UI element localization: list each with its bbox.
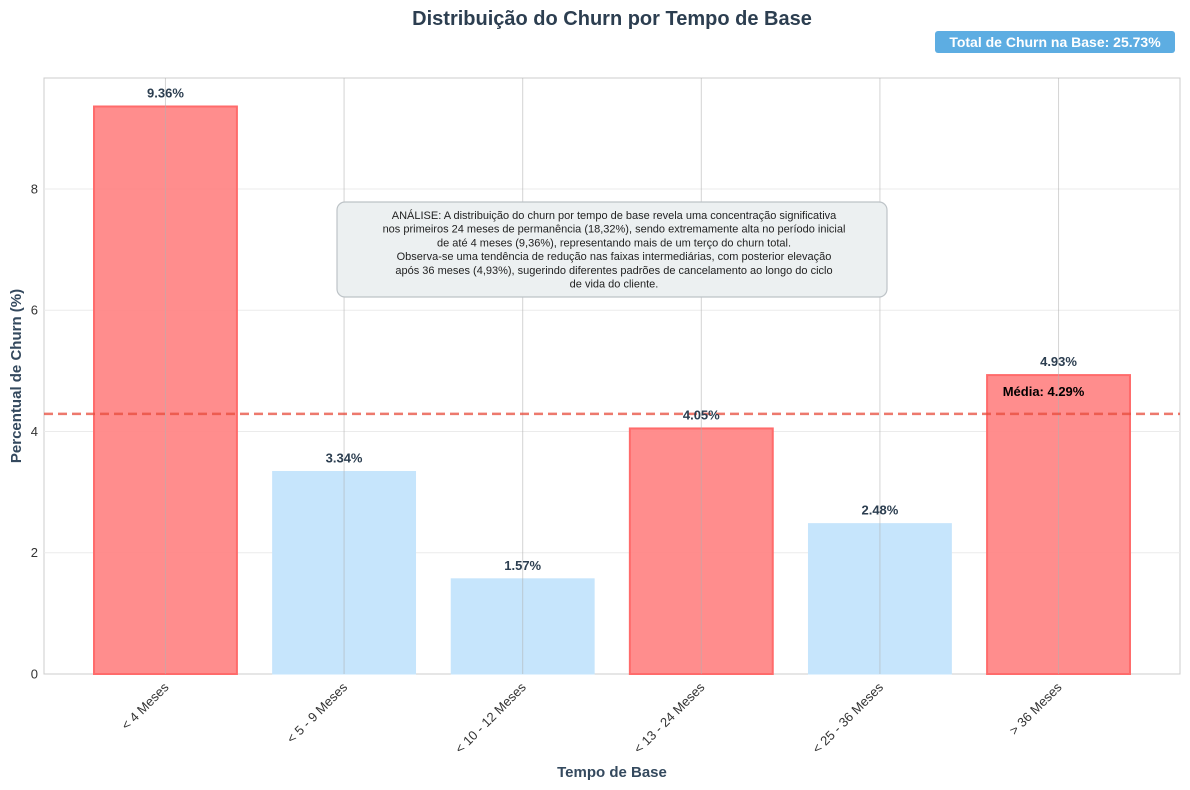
x-tick-label-5: > 36 Meses: [1006, 679, 1065, 738]
badge-background: [935, 31, 1175, 53]
y-tick-labels: 0 2 4 6 8: [31, 181, 38, 681]
y-tick-label: 4: [31, 424, 38, 439]
x-tick-label-1: < 5 - 9 Meses: [284, 679, 351, 746]
data-label-1: 3.34%: [326, 450, 363, 465]
x-axis-title: Tempo de Base: [557, 764, 667, 781]
x-tick-label-0: < 4 Meses: [118, 679, 172, 733]
total-churn-badge: Total de Churn na Base: 25.73%: [935, 31, 1175, 53]
data-label-5: 4.93%: [1040, 354, 1077, 369]
x-tick-label-4: < 25 - 36 Meses: [809, 679, 886, 756]
vertical-grid-lines: [164, 78, 1060, 674]
annotation-line: ANÁLISE: A distribuição do churn por tem…: [392, 209, 837, 222]
data-label-4: 2.48%: [861, 503, 898, 518]
y-tick-label: 2: [31, 545, 38, 560]
mean-line-group: Média: 4.29%: [44, 384, 1180, 416]
annotation-line: de até 4 meses (9,36%), representando ma…: [437, 237, 791, 249]
y-tick-label: 8: [31, 181, 38, 196]
annotation-line: Observa-se uma tendência de redução nas …: [397, 251, 832, 263]
plot-area-frame: [43, 77, 1181, 675]
bars: [93, 105, 1131, 676]
data-label-0: 9.36%: [147, 85, 184, 100]
x-tick-label-3: < 13 - 24 Meses: [631, 679, 708, 756]
annotation-line: nos primeiros 24 meses de permanência (1…: [383, 224, 846, 236]
chart-title: Distribuição do Churn por Tempo de Base: [412, 8, 812, 30]
data-label-2: 1.57%: [504, 558, 541, 573]
y-tick-label: 6: [31, 303, 38, 318]
mean-line-label: Média: 4.29%: [1003, 384, 1085, 399]
annotation-line: de vida do cliente.: [570, 279, 659, 291]
data-labels: 9.36% 3.34% 1.57% 4.05% 2.48% 4.93%: [147, 85, 1077, 572]
annotation-box: [336, 201, 888, 298]
data-label-3: 4.05%: [683, 407, 720, 422]
y-axis-title: Percentual de Churn (%): [8, 289, 25, 463]
annotation-lines: ANÁLISE: A distribuição do churn por tem…: [383, 209, 846, 291]
y-tick-label: 0: [31, 667, 38, 682]
x-tick-label-2: < 10 - 12 Meses: [452, 679, 529, 756]
badge-text: Total de Churn na Base: 25.73%: [949, 34, 1161, 50]
annotation-line: após 36 meses (4,93%), sugerindo diferen…: [395, 265, 832, 277]
x-tick-labels: < 4 Meses < 5 - 9 Meses < 10 - 12 Meses < 1…: [118, 679, 1065, 756]
analysis-annotation: ANÁLISE: A distribuição do churn por tem…: [336, 201, 888, 298]
